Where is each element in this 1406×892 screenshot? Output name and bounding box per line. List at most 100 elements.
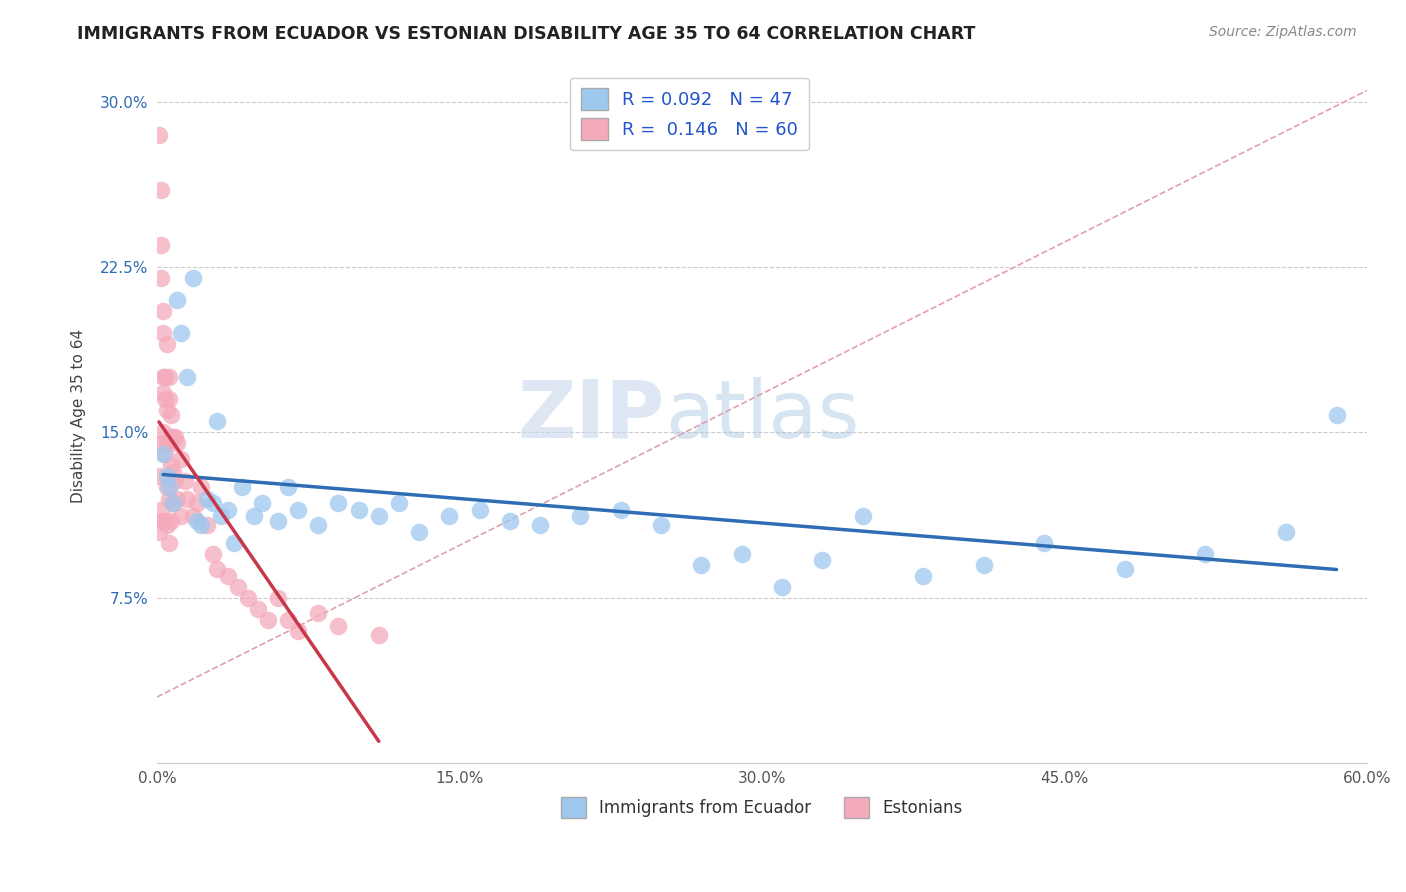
Point bbox=[207, 562, 229, 576]
Point bbox=[176, 491, 198, 506]
Text: Source: ZipAtlas.com: Source: ZipAtlas.com bbox=[1209, 25, 1357, 39]
Point bbox=[287, 624, 309, 638]
Point bbox=[267, 591, 290, 605]
Point bbox=[246, 601, 269, 615]
Point bbox=[156, 481, 179, 495]
Point bbox=[277, 481, 299, 495]
Point bbox=[157, 491, 180, 506]
Point bbox=[226, 580, 249, 594]
Point bbox=[152, 304, 174, 318]
Point bbox=[170, 509, 193, 524]
Point bbox=[162, 465, 184, 479]
Point bbox=[170, 451, 193, 466]
Point bbox=[190, 481, 212, 495]
Point bbox=[408, 524, 430, 539]
Point bbox=[162, 430, 184, 444]
Point bbox=[150, 271, 173, 285]
Point bbox=[211, 509, 233, 524]
Point bbox=[650, 518, 672, 533]
Point bbox=[190, 518, 212, 533]
Y-axis label: Disability Age 35 to 64: Disability Age 35 to 64 bbox=[72, 329, 86, 503]
Point bbox=[195, 518, 218, 533]
Point bbox=[690, 558, 713, 572]
Point bbox=[153, 392, 176, 407]
Point bbox=[347, 502, 370, 516]
Point bbox=[569, 509, 592, 524]
Text: atlas: atlas bbox=[665, 376, 859, 455]
Point bbox=[166, 293, 188, 307]
Point bbox=[181, 509, 204, 524]
Point bbox=[202, 496, 225, 510]
Point bbox=[257, 613, 280, 627]
Point bbox=[156, 469, 179, 483]
Point bbox=[1326, 408, 1348, 422]
Point bbox=[160, 458, 183, 473]
Point bbox=[150, 183, 173, 197]
Point bbox=[328, 619, 350, 633]
Point bbox=[287, 502, 309, 516]
Point bbox=[157, 535, 180, 549]
Point bbox=[174, 474, 197, 488]
Point bbox=[439, 509, 461, 524]
Point bbox=[150, 238, 173, 252]
Point bbox=[157, 370, 180, 384]
Point bbox=[150, 502, 173, 516]
Point bbox=[912, 568, 935, 582]
Point bbox=[152, 447, 174, 461]
Point bbox=[236, 591, 259, 605]
Point bbox=[207, 414, 229, 428]
Point bbox=[153, 447, 176, 461]
Point bbox=[811, 553, 834, 567]
Point bbox=[186, 496, 208, 510]
Point bbox=[157, 481, 180, 495]
Point bbox=[150, 436, 173, 450]
Point bbox=[202, 547, 225, 561]
Point bbox=[152, 370, 174, 384]
Point bbox=[195, 491, 218, 506]
Point bbox=[217, 568, 239, 582]
Point bbox=[156, 403, 179, 417]
Point bbox=[165, 430, 187, 444]
Point bbox=[388, 496, 411, 510]
Point bbox=[156, 436, 179, 450]
Point bbox=[852, 509, 875, 524]
Point bbox=[165, 474, 187, 488]
Point bbox=[166, 491, 188, 506]
Point bbox=[1275, 524, 1298, 539]
Point bbox=[499, 514, 522, 528]
Point bbox=[468, 502, 491, 516]
Point bbox=[367, 628, 389, 642]
Point bbox=[277, 613, 299, 627]
Point bbox=[156, 337, 179, 351]
Point bbox=[328, 496, 350, 510]
Point bbox=[157, 436, 180, 450]
Point bbox=[1033, 535, 1056, 549]
Point bbox=[176, 370, 198, 384]
Point bbox=[166, 436, 188, 450]
Point bbox=[973, 558, 995, 572]
Point bbox=[1114, 562, 1136, 576]
Point bbox=[770, 580, 793, 594]
Point bbox=[217, 502, 239, 516]
Point bbox=[152, 326, 174, 340]
Point bbox=[267, 514, 290, 528]
Text: ZIP: ZIP bbox=[517, 376, 665, 455]
Point bbox=[1194, 547, 1216, 561]
Point bbox=[160, 514, 183, 528]
Point bbox=[156, 518, 179, 533]
Point bbox=[160, 430, 183, 444]
Point bbox=[186, 514, 208, 528]
Point bbox=[731, 547, 754, 561]
Point bbox=[529, 518, 551, 533]
Point bbox=[222, 535, 245, 549]
Point bbox=[181, 271, 204, 285]
Point bbox=[231, 481, 253, 495]
Point bbox=[250, 496, 273, 510]
Point bbox=[148, 524, 170, 539]
Point bbox=[307, 606, 329, 620]
Point bbox=[609, 502, 631, 516]
Point bbox=[148, 128, 170, 142]
Text: IMMIGRANTS FROM ECUADOR VS ESTONIAN DISABILITY AGE 35 TO 64 CORRELATION CHART: IMMIGRANTS FROM ECUADOR VS ESTONIAN DISA… bbox=[77, 25, 976, 43]
Point bbox=[153, 514, 176, 528]
Point bbox=[152, 425, 174, 440]
